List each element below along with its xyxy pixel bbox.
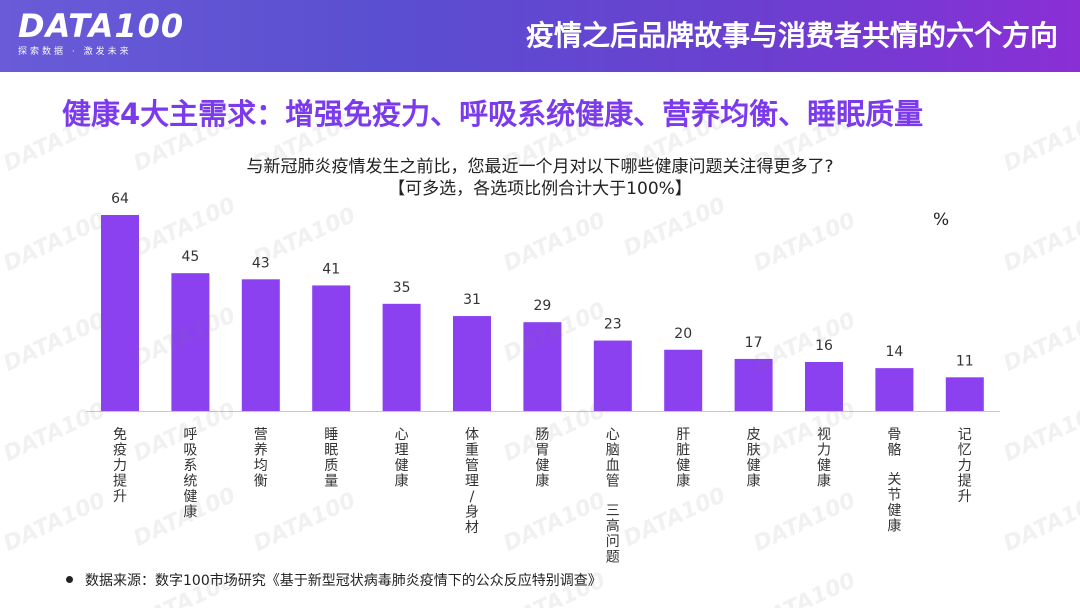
category-label: 骨骼关节健康 [887, 427, 901, 535]
bar [734, 358, 773, 411]
bar [171, 273, 210, 411]
bar [805, 362, 843, 411]
bar [101, 215, 139, 411]
data-label: 14 [885, 344, 903, 360]
category-label: 皮肤健康 [747, 427, 761, 490]
logo-tagline: 探索数据 · 激发未来 [18, 47, 132, 57]
category-label: 视力健康 [817, 427, 831, 490]
page-title: 疫情之后品牌故事与消费者共情的六个方向 [525, 19, 1058, 52]
category-label: 免疫力提升 [113, 427, 127, 505]
category-label: 睡眠质量 [324, 427, 338, 490]
bar [523, 322, 562, 411]
data-label: 35 [393, 280, 411, 296]
slide-headline: 健康4大主需求：增强免疫力、呼吸系统健康、营养均衡、睡眠质量 [62, 97, 924, 131]
data-label: 41 [322, 261, 340, 277]
category-label: 体重管理/身材 [465, 427, 479, 536]
data-label: 16 [815, 338, 833, 354]
bullet-icon [66, 575, 73, 583]
category-label: 记忆力提升 [958, 427, 972, 505]
bar [945, 377, 984, 411]
data-source-note: 数据来源：数字100市场研究《基于新型冠状病毒肺炎疫情下的公众反应特别调查》 [66, 570, 602, 590]
category-label: 心理健康 [395, 427, 409, 490]
bar [241, 279, 280, 411]
header-bar: DATA100 探索数据 · 激发未来 疫情之后品牌故事与消费者共情的六个方向 [0, 0, 1080, 72]
bar [875, 368, 914, 411]
data-label: 43 [252, 255, 270, 271]
category-label: 心脑血管三高问题 [606, 427, 620, 566]
chart-subtitle: 【可多选，各选项比例合计大于100%】 [388, 179, 692, 199]
data-label: 23 [604, 317, 622, 333]
bar [664, 349, 703, 411]
data-label: 31 [463, 292, 481, 308]
chart-title: 与新冠肺炎疫情发生之前比，您最近一个月对以下哪些健康问题关注得更多了? [246, 157, 834, 177]
bar [593, 340, 632, 411]
data-label: 64 [111, 191, 129, 207]
bar [382, 303, 421, 411]
data-source-text: 数据来源：数字100市场研究《基于新型冠状病毒肺炎疫情下的公众反应特别调查》 [85, 573, 602, 589]
data-label: 11 [956, 353, 974, 369]
data-label: 45 [181, 249, 199, 265]
category-label: 营养均衡 [254, 427, 268, 490]
category-label: 肝脏健康 [676, 427, 690, 490]
data-label: 17 [745, 335, 763, 351]
data-label: 20 [674, 326, 692, 342]
category-label: 肠胃健康 [535, 427, 549, 490]
category-label: 呼吸系统健康 [183, 427, 197, 521]
bar [453, 316, 491, 411]
data-label: 29 [533, 298, 551, 314]
bar [312, 285, 351, 411]
unit-label: % [933, 210, 950, 230]
brand-logo: DATA100 探索数据 · 激发未来 [18, 8, 184, 57]
logo-text: DATA100 [18, 7, 185, 45]
